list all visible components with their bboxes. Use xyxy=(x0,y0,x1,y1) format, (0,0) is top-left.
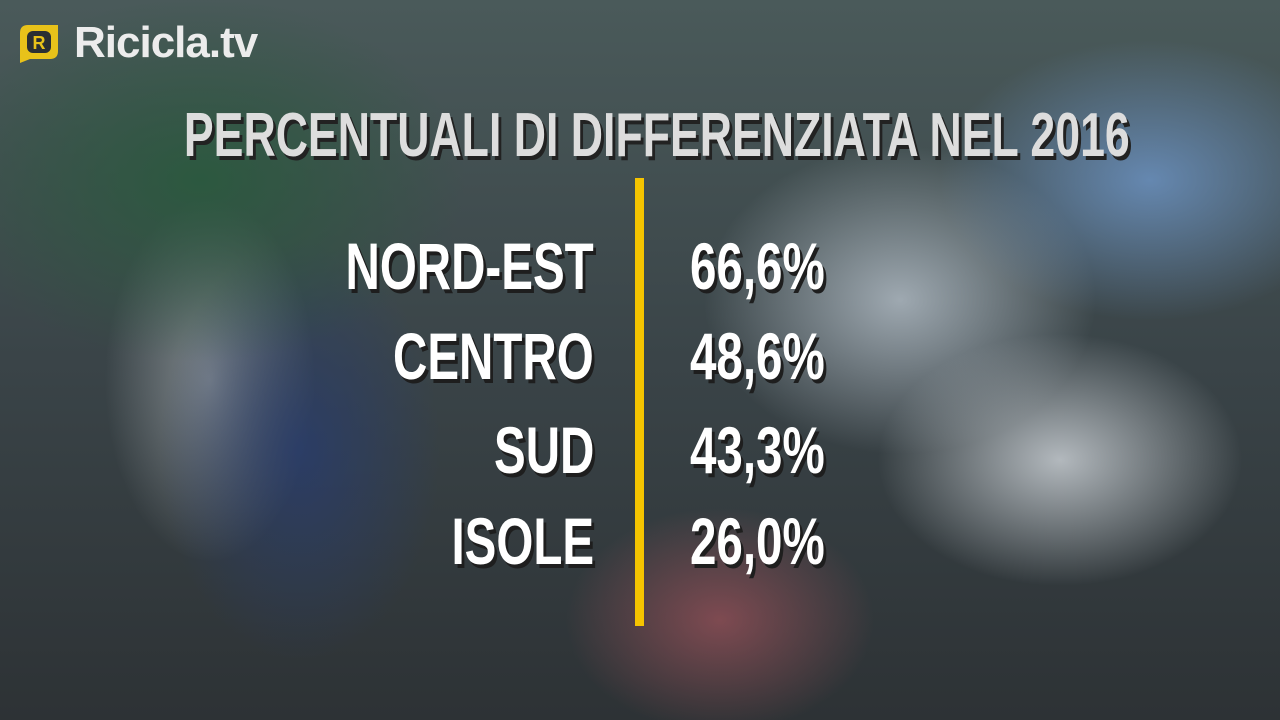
region-label: SUD xyxy=(493,413,594,487)
title: PERCENTUALI DI DIFFERENZIATA NEL 2016 xyxy=(183,101,1130,170)
table-row: SUD 43,3% xyxy=(0,412,1280,502)
logo-text: Ricicla.tv xyxy=(74,18,258,67)
table-row: ISOLE 26,0% xyxy=(0,503,1280,593)
table-row: CENTRO 48,6% xyxy=(0,318,1280,408)
percentage-value: 43,3% xyxy=(690,413,825,487)
region-label: NORD-EST xyxy=(345,229,594,303)
table-row: NORD-EST 66,6% xyxy=(0,228,1280,318)
logo: R Ricicla.tv xyxy=(16,18,258,68)
percentage-value: 48,6% xyxy=(690,319,825,393)
svg-text:R: R xyxy=(33,33,46,53)
percentage-value: 26,0% xyxy=(690,504,825,578)
divider xyxy=(635,178,644,626)
percentage-value: 66,6% xyxy=(690,229,825,303)
region-label: ISOLE xyxy=(451,504,594,578)
ricicla-logo-icon: R xyxy=(20,25,58,63)
region-label: CENTRO xyxy=(393,319,594,393)
